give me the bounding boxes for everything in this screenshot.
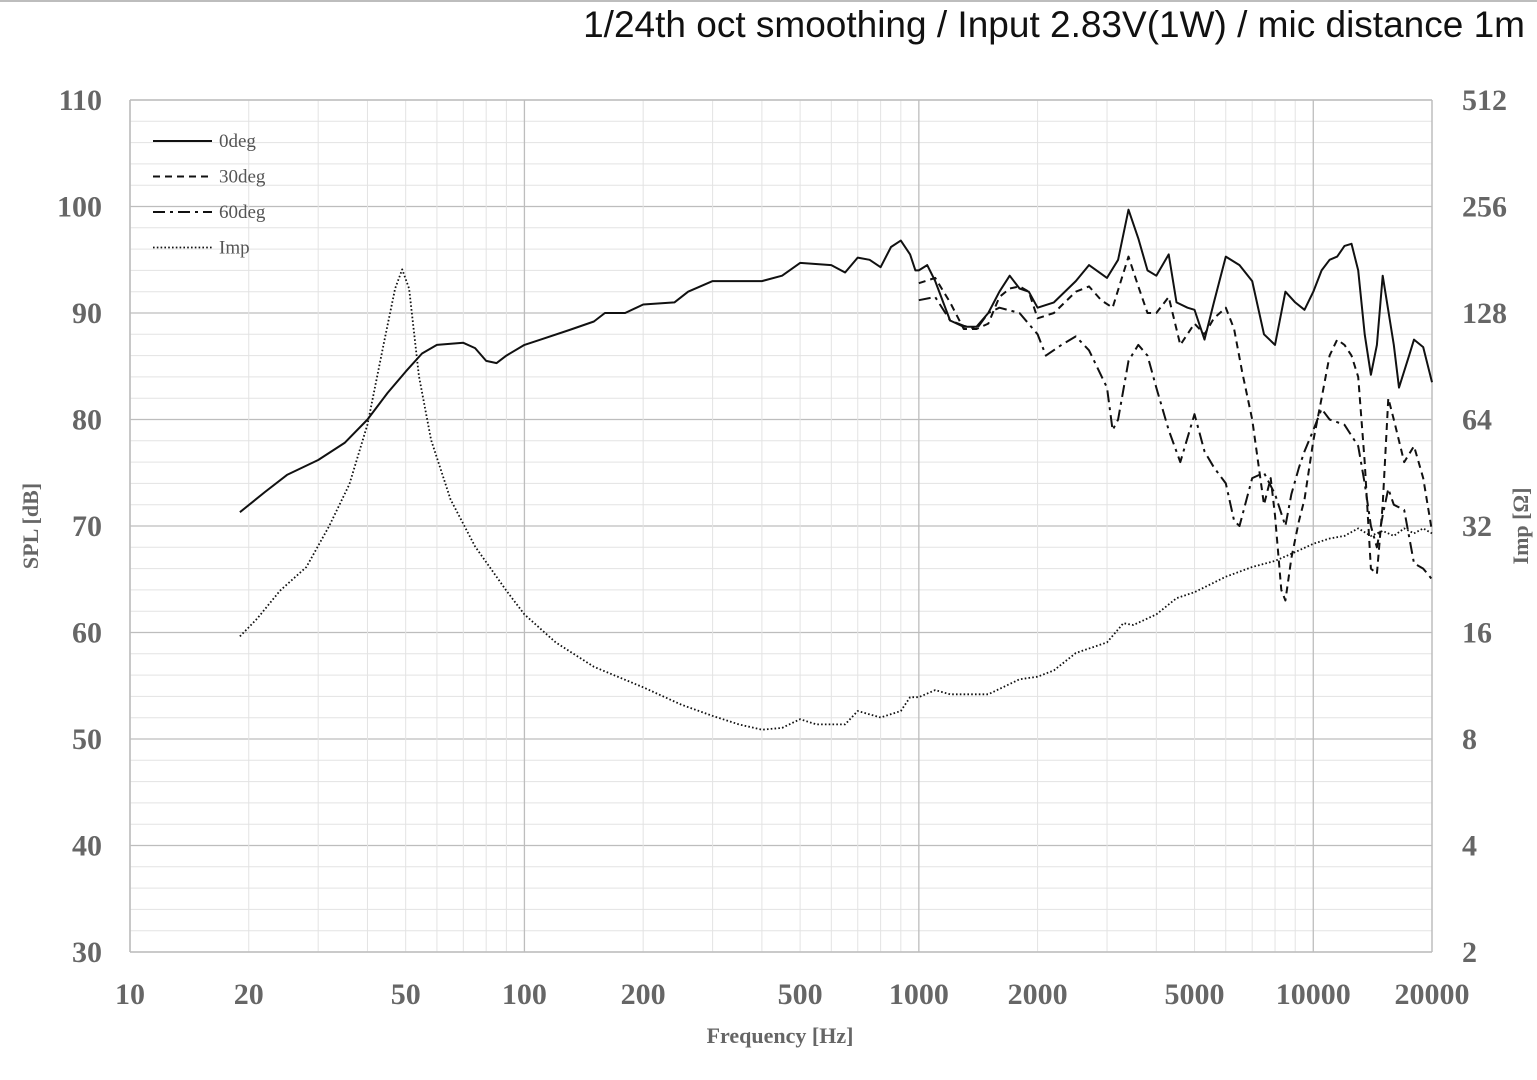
legend-label-30deg: 30deg: [219, 167, 266, 188]
y2-tick-label: 16: [1462, 617, 1492, 650]
chart-subtitle: 1/24th oct smoothing / Input 2.83V(1W) /…: [583, 4, 1525, 45]
y2-tick-label: 8: [1462, 723, 1477, 756]
y2-tick-label: 512: [1462, 84, 1507, 117]
tick-labels: 10 20 50 100 200 500 1000 2000 5000 10000 20000 30 4…: [57, 84, 1507, 1011]
legend-label-imp: Imp: [219, 238, 250, 259]
y-tick-label: 50: [72, 723, 102, 756]
legend-label-0deg: 0deg: [219, 131, 256, 152]
y-tick-label: 110: [59, 84, 102, 117]
series-line-0deg: [239, 208, 1433, 513]
y-tick-label: 60: [72, 617, 102, 650]
series-line-60deg: [918, 296, 1433, 580]
y2-tick-label: 4: [1462, 830, 1477, 863]
y-tick-label: 80: [72, 404, 102, 437]
y-tick-label: 90: [72, 297, 102, 330]
y2-tick-label: 32: [1462, 510, 1492, 543]
x-tick-label: 200: [621, 978, 666, 1011]
x-tick-label: 1000: [889, 978, 949, 1011]
x-axis-label: Frequency [Hz]: [707, 1023, 854, 1048]
x-tick-label: 5000: [1165, 978, 1225, 1011]
y-tick-label: 30: [72, 936, 102, 969]
legend: 0deg 30deg 60deg Imp: [153, 131, 266, 259]
x-tick-label: 20000: [1395, 978, 1470, 1011]
y2-tick-label: 64: [1462, 404, 1492, 437]
y-axis-label-right: Imp [Ω]: [1508, 488, 1533, 565]
legend-label-60deg: 60deg: [219, 202, 266, 223]
series-lines: [239, 208, 1433, 731]
x-tick-label: 500: [778, 978, 823, 1011]
y-tick-label: 70: [72, 510, 102, 543]
y2-tick-label: 256: [1462, 191, 1507, 224]
x-tick-label: 100: [502, 978, 547, 1011]
x-tick-label: 10: [115, 978, 145, 1011]
y-axis-label-left: SPL [dB]: [18, 483, 43, 569]
y-tick-label: 40: [72, 830, 102, 863]
y2-tick-label: 128: [1462, 297, 1507, 330]
grid: [129, 99, 1433, 953]
y-tick-label: 100: [57, 191, 102, 224]
series-line-imp: [239, 268, 1433, 731]
x-tick-label: 10000: [1276, 978, 1351, 1011]
series-line-30deg: [918, 255, 1433, 602]
x-tick-label: 2000: [1008, 978, 1068, 1011]
x-tick-label: 50: [391, 978, 421, 1011]
x-tick-label: 20: [234, 978, 264, 1011]
top-rule: [0, 0, 1537, 2]
y2-tick-label: 2: [1462, 936, 1477, 969]
